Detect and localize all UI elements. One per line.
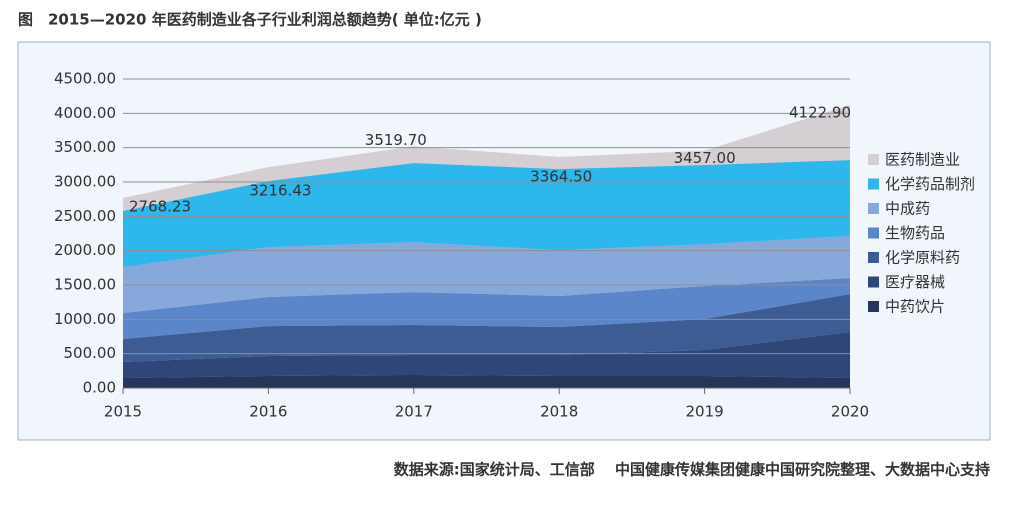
x-tick-label: 2020 bbox=[831, 403, 869, 421]
data-label: 3519.70 bbox=[365, 131, 427, 149]
legend-label: 医疗器械 bbox=[885, 273, 945, 291]
area bbox=[123, 160, 850, 268]
legend-swatch bbox=[868, 203, 879, 214]
legend-label: 中药饮片 bbox=[885, 298, 945, 316]
y-tick-label: 2500.00 bbox=[54, 207, 116, 225]
legend-swatch bbox=[868, 154, 879, 165]
x-tick-label: 2019 bbox=[686, 403, 724, 421]
y-tick-label: 3500.00 bbox=[54, 138, 116, 156]
x-tick-label: 2017 bbox=[395, 403, 433, 421]
legend-label: 生物药品 bbox=[885, 224, 945, 242]
area bbox=[123, 332, 850, 379]
area bbox=[123, 278, 850, 340]
legend-swatch bbox=[868, 178, 879, 190]
x-tick-label: 2015 bbox=[104, 403, 142, 421]
legend-label: 医药制造业 bbox=[885, 151, 960, 169]
chart-title: 图 2015—2020 年医药制造业各子行业利润总额趋势( 单位:亿元 ) bbox=[18, 11, 482, 29]
x-tick-label: 2016 bbox=[249, 403, 287, 421]
legend-swatch bbox=[868, 252, 879, 263]
y-tick-label: 500.00 bbox=[64, 344, 117, 362]
source: 数据来源:国家统计局、工信部 中国健康传媒集团健康中国研究院整理、大数据中心支持 bbox=[394, 461, 990, 479]
y-tick-label: 4500.00 bbox=[54, 70, 116, 88]
y-tick-label: 1000.00 bbox=[54, 310, 116, 328]
data-label: 2768.23 bbox=[129, 197, 191, 215]
y-tick-label: 2000.00 bbox=[54, 241, 116, 259]
data-label: 4122.90 bbox=[789, 103, 851, 121]
data-label: 3457.00 bbox=[674, 149, 736, 167]
area bbox=[123, 294, 850, 363]
y-tick-label: 1500.00 bbox=[54, 276, 116, 294]
legend-swatch bbox=[868, 227, 879, 239]
legend-label: 化学原料药 bbox=[885, 249, 960, 267]
data-label: 3216.43 bbox=[249, 182, 311, 200]
y-tick-label: 4000.00 bbox=[54, 104, 116, 122]
legend-swatch bbox=[868, 301, 879, 312]
area bbox=[123, 374, 850, 388]
y-tick-label: 3000.00 bbox=[54, 173, 116, 191]
legend-label: 中成药 bbox=[885, 200, 930, 218]
y-tick-label: 0.00 bbox=[83, 379, 116, 397]
x-tick-label: 2018 bbox=[540, 403, 578, 421]
area bbox=[123, 236, 850, 314]
legend-swatch bbox=[868, 276, 879, 288]
legend-label: 化学药品制剂 bbox=[885, 175, 975, 193]
data-label: 3364.50 bbox=[530, 167, 592, 185]
